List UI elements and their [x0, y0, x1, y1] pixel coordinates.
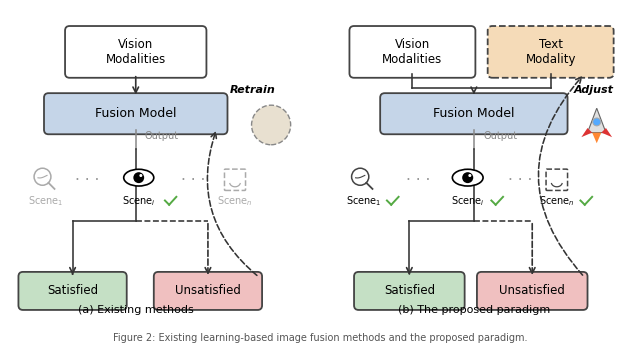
FancyArrowPatch shape	[70, 267, 76, 274]
FancyArrowPatch shape	[133, 76, 138, 93]
Text: Retrain: Retrain	[230, 85, 276, 95]
Text: Vision
Modalities: Vision Modalities	[382, 38, 442, 66]
FancyBboxPatch shape	[44, 93, 227, 134]
Text: Satisfied: Satisfied	[47, 284, 98, 298]
Circle shape	[462, 172, 473, 183]
Circle shape	[140, 174, 142, 177]
Circle shape	[252, 105, 291, 145]
Circle shape	[133, 172, 144, 183]
Text: Fusion Model: Fusion Model	[433, 107, 515, 120]
FancyArrowPatch shape	[406, 267, 412, 274]
Text: Adjust: Adjust	[573, 85, 614, 95]
Polygon shape	[602, 128, 612, 137]
FancyBboxPatch shape	[154, 272, 262, 310]
Text: Fusion Model: Fusion Model	[95, 107, 177, 120]
Text: Scene$_n$: Scene$_n$	[539, 194, 575, 208]
Text: Scene$_n$: Scene$_n$	[217, 194, 253, 208]
Text: (a) Existing methods: (a) Existing methods	[78, 305, 194, 315]
FancyBboxPatch shape	[477, 272, 588, 310]
FancyBboxPatch shape	[19, 272, 127, 310]
FancyBboxPatch shape	[349, 26, 476, 78]
Text: · · ·: · · ·	[180, 173, 205, 188]
FancyBboxPatch shape	[488, 26, 614, 78]
Text: Unsatisfied: Unsatisfied	[499, 284, 565, 298]
Text: Text
Modality: Text Modality	[525, 38, 576, 66]
FancyArrowPatch shape	[529, 224, 535, 273]
Text: · · ·: · · ·	[76, 173, 100, 188]
FancyBboxPatch shape	[380, 93, 568, 134]
FancyArrowPatch shape	[471, 87, 477, 93]
Text: Scene$_i$: Scene$_i$	[122, 194, 156, 208]
Text: (b) The proposed paradigm: (b) The proposed paradigm	[397, 305, 550, 315]
Text: Scene$_i$: Scene$_i$	[451, 194, 484, 208]
Text: Unsatisfied: Unsatisfied	[175, 284, 241, 298]
Ellipse shape	[124, 169, 154, 186]
Text: Scene$_1$: Scene$_1$	[28, 194, 63, 208]
FancyBboxPatch shape	[354, 272, 465, 310]
Polygon shape	[588, 108, 606, 133]
FancyArrowPatch shape	[205, 224, 211, 273]
Text: · · ·: · · ·	[406, 173, 431, 188]
Text: Output: Output	[145, 131, 179, 141]
Text: Satisfied: Satisfied	[384, 284, 435, 298]
FancyArrowPatch shape	[538, 77, 582, 275]
Text: Output: Output	[483, 131, 517, 141]
Ellipse shape	[452, 169, 483, 186]
Polygon shape	[592, 133, 602, 143]
FancyArrowPatch shape	[207, 132, 257, 275]
Circle shape	[468, 174, 472, 177]
Text: Vision
Modalities: Vision Modalities	[106, 38, 166, 66]
Text: Scene$_1$: Scene$_1$	[346, 194, 381, 208]
Text: Figure 2: Existing learning-based image fusion methods and the proposed paradigm: Figure 2: Existing learning-based image …	[113, 333, 527, 343]
FancyBboxPatch shape	[65, 26, 207, 78]
Text: · · ·: · · ·	[508, 173, 532, 188]
Circle shape	[593, 118, 601, 126]
Polygon shape	[581, 128, 592, 137]
